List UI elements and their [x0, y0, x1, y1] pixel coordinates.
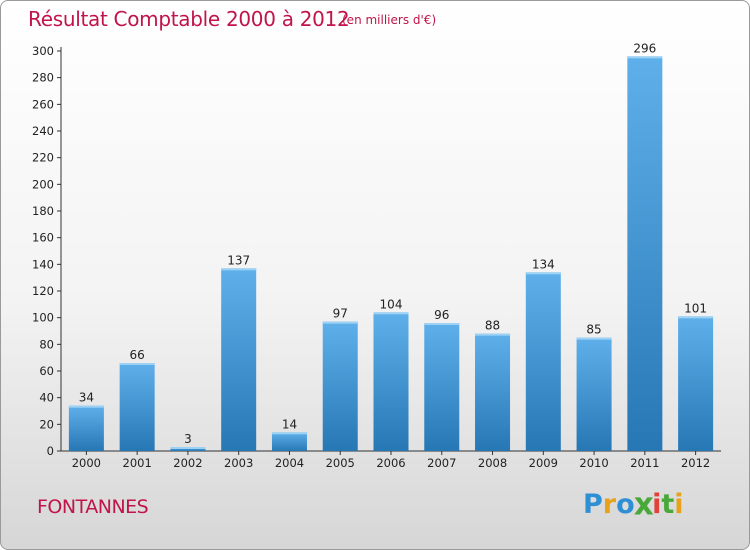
bar-top-highlight [525, 272, 561, 275]
data-label-2000: 34 [79, 391, 94, 405]
data-label-2010: 85 [586, 323, 601, 337]
bar-top-highlight [271, 432, 307, 435]
bar-2007 [424, 323, 460, 451]
y-tick-label: 280 [32, 71, 54, 85]
bar-2001 [119, 363, 155, 451]
y-tick-label: 240 [32, 124, 54, 138]
logo-letter: x [633, 486, 654, 523]
bar-top-highlight [170, 447, 206, 449]
data-labels: 34 66 3 137 14 97 104 96 88 134 85 296 101 [79, 41, 707, 446]
x-tick-label: 2000 [72, 456, 101, 470]
x-tick-label: 2004 [275, 456, 304, 470]
bar-2005 [322, 321, 358, 451]
y-tick-label: 0 [47, 444, 54, 458]
logo-letter: i [674, 489, 684, 520]
x-tick-label: 2006 [376, 456, 405, 470]
bar-2011 [627, 56, 663, 451]
bar-top-highlight [119, 363, 155, 365]
bar-2008 [475, 333, 511, 451]
bar-2012 [678, 316, 714, 451]
bar-2006 [373, 312, 409, 451]
logo-letter: o [616, 489, 635, 520]
bar-top-highlight [373, 312, 409, 315]
y-tick-label: 80 [39, 337, 54, 351]
y-tick-label: 200 [32, 177, 54, 191]
data-label-2006: 104 [380, 297, 403, 311]
bar-2009 [525, 272, 561, 451]
proxiti-logo[interactable]: Proxiti [583, 486, 684, 523]
x-tick-label: 2008 [478, 456, 507, 470]
bars [68, 56, 714, 451]
data-label-2005: 97 [333, 307, 348, 321]
y-tick-label: 60 [39, 364, 54, 378]
x-tick-label: 2005 [326, 456, 355, 470]
bar-2000 [68, 405, 104, 451]
bar-2010 [576, 337, 612, 451]
logo-letter: t [661, 489, 675, 520]
y-tick-label: 20 [39, 417, 54, 431]
axes: 0 20 40 60 80 100 120 140 160 180 200 220 240 260 280 3… [32, 44, 721, 470]
data-label-2002: 3 [184, 432, 192, 446]
bar-top-highlight [221, 268, 257, 271]
logo-letter: i [652, 489, 662, 520]
data-label-2012: 101 [684, 301, 707, 315]
bar-top-highlight [576, 337, 612, 340]
data-label-2001: 66 [130, 348, 145, 362]
y-tick-label: 220 [32, 151, 54, 165]
bar-top-highlight [627, 56, 663, 59]
x-tick-label: 2003 [224, 456, 253, 470]
data-label-2009: 134 [532, 257, 555, 271]
chart-subtitle: (en milliers d'€) [342, 13, 437, 27]
bar-2003 [221, 268, 257, 451]
y-tick-label: 260 [32, 97, 54, 111]
logo-letter: r [602, 489, 617, 520]
x-tick-label: 2010 [579, 456, 608, 470]
y-tick-label: 140 [32, 257, 54, 271]
chart-title: Résultat Comptable 2000 à 2012 [28, 7, 350, 31]
x-tick-label: 2009 [529, 456, 558, 470]
bar-2004 [271, 432, 307, 451]
y-tick-label: 40 [39, 391, 54, 405]
bar-top-highlight [475, 333, 511, 336]
bar-top-highlight [68, 405, 104, 408]
x-tick-label: 2012 [681, 456, 710, 470]
data-label-2007: 96 [434, 308, 449, 322]
x-tick-label: 2001 [123, 456, 152, 470]
y-tick-label: 180 [32, 204, 54, 218]
y-tick-label: 100 [32, 311, 54, 325]
x-tick-label: 2007 [427, 456, 456, 470]
bar-top-highlight [678, 316, 714, 319]
x-tick-label: 2002 [173, 456, 202, 470]
y-tick-label: 160 [32, 231, 54, 245]
bar-top-highlight [322, 321, 358, 324]
data-label-2011: 296 [633, 41, 656, 55]
data-label-2003: 137 [227, 253, 250, 267]
town-name: FONTANNES [37, 496, 149, 518]
logo-letter: P [583, 489, 603, 520]
data-label-2004: 14 [282, 417, 297, 431]
y-tick-label: 120 [32, 284, 54, 298]
x-tick-label: 2011 [630, 456, 659, 470]
y-tick-label: 300 [32, 44, 54, 58]
bar-top-highlight [424, 323, 460, 325]
data-label-2008: 88 [485, 319, 500, 333]
